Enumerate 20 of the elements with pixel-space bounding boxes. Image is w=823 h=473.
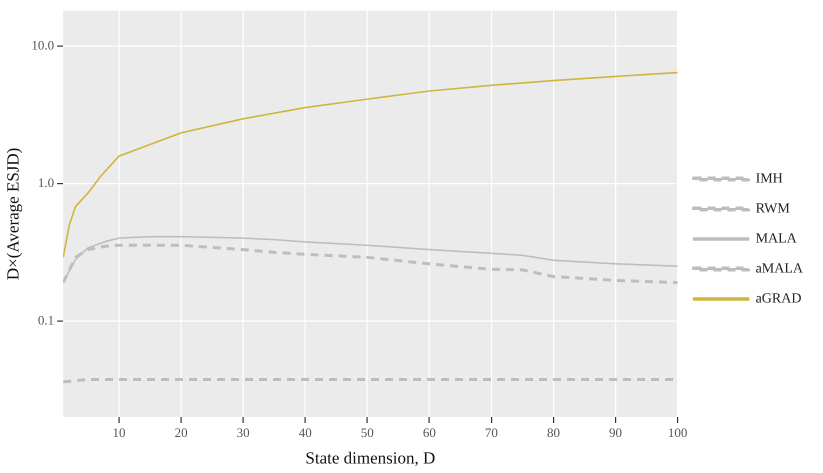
legend-label: IMH xyxy=(756,172,783,187)
x-tick-label: 60 xyxy=(422,425,436,440)
x-axis-title: State dimension, D xyxy=(305,448,436,468)
x-tick-label: 90 xyxy=(609,425,622,440)
y-tick-label: 0.1 xyxy=(38,312,54,328)
x-tick-label: 30 xyxy=(236,425,250,440)
y-axis-title: D×(Average ESJD) xyxy=(4,148,23,280)
x-tick-label: 40 xyxy=(298,425,312,440)
legend-label: aGRAD xyxy=(756,292,802,307)
x-tick-label: 70 xyxy=(484,425,498,440)
y-tick-label: 1.0 xyxy=(38,174,54,190)
x-tick-label: 50 xyxy=(360,425,374,440)
y-tick-label: 10.0 xyxy=(31,37,54,52)
legend-label: RWM xyxy=(756,202,790,217)
x-tick-label: 20 xyxy=(174,425,188,440)
legend-label: MALA xyxy=(756,232,798,247)
x-tick-label: 10 xyxy=(112,425,126,440)
x-tick-label: 80 xyxy=(546,425,560,440)
legend-label: aMALA xyxy=(756,262,804,277)
x-tick-label: 100 xyxy=(668,425,688,440)
